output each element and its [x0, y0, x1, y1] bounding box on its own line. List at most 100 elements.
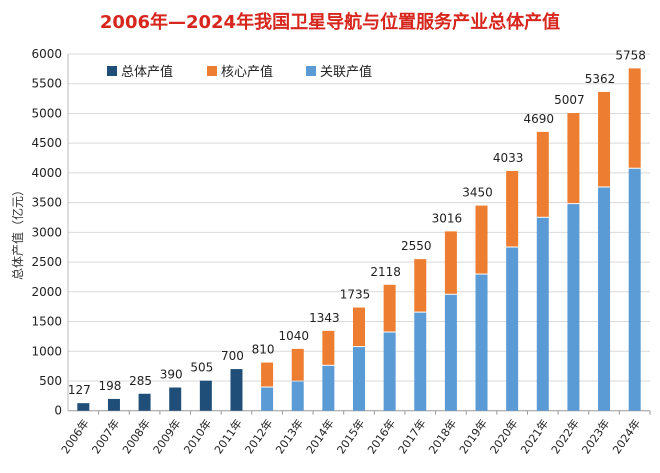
- x-tick-label: 2020年: [487, 416, 521, 456]
- legend-item: 总体产值: [107, 64, 173, 80]
- bar-related-2012年: [261, 387, 274, 411]
- legend-swatch: [107, 66, 117, 76]
- data-label: 5758: [615, 48, 646, 62]
- bar-core-2017年: [414, 259, 427, 312]
- x-tick-label: 2024年: [609, 416, 643, 456]
- x-tick-label: 2010年: [180, 416, 214, 456]
- x-tick-label: 2006年: [58, 416, 92, 456]
- data-label: 2118: [370, 265, 401, 279]
- legend-item: 核心产值: [207, 64, 273, 80]
- bar-total-2009年: [169, 387, 182, 411]
- bar-core-2020年: [506, 170, 519, 247]
- bar-core-2013年: [291, 348, 304, 381]
- x-tick-label: 2015年: [334, 416, 368, 456]
- data-label: 700: [221, 349, 244, 363]
- bar-related-2024年: [628, 168, 641, 411]
- data-label: 1735: [340, 288, 371, 302]
- x-tick-label: 2021年: [517, 416, 551, 456]
- x-tick-label: 2012年: [242, 416, 276, 456]
- x-tick-label: 2018年: [426, 416, 460, 456]
- data-label: 3016: [432, 211, 463, 225]
- x-tick-label: 2014年: [303, 416, 337, 456]
- x-tick-label: 2022年: [548, 416, 582, 456]
- chart-title: 2006年—2024年我国卫星导航与位置服务产业总体产值: [100, 11, 560, 33]
- bar-core-2012年: [261, 362, 274, 387]
- bar-core-2024年: [628, 68, 641, 168]
- bar-related-2014年: [322, 365, 335, 411]
- y-tick-label: 0: [54, 404, 62, 418]
- y-tick-label: 6000: [31, 47, 62, 61]
- y-tick-label: 4000: [31, 166, 62, 180]
- bar-core-2018年: [444, 231, 457, 294]
- bar-related-2019年: [475, 274, 488, 411]
- x-axis-ticks: 2006年2007年2008年2009年2010年2011年2012年2013年…: [58, 410, 651, 456]
- bar-core-2023年: [598, 91, 611, 187]
- data-label: 5007: [554, 93, 585, 107]
- bar-related-2018年: [444, 294, 457, 411]
- bar-core-2022年: [567, 113, 580, 204]
- data-label: 127: [68, 383, 91, 397]
- data-label: 4690: [524, 112, 555, 126]
- data-label: 3450: [462, 186, 493, 200]
- y-tick-label: 1000: [31, 344, 62, 358]
- data-label: 1343: [309, 311, 340, 325]
- y-tick-label: 1500: [31, 315, 62, 329]
- x-tick-label: 2017年: [395, 416, 429, 456]
- data-label: 1040: [278, 329, 309, 343]
- bar-related-2013年: [291, 381, 304, 411]
- bar-total-2008年: [138, 393, 151, 411]
- data-label: 2550: [401, 239, 432, 253]
- grid: [67, 53, 650, 412]
- bar-related-2016年: [383, 332, 396, 411]
- bar-core-2015年: [353, 307, 365, 347]
- bar-related-2020年: [506, 247, 519, 411]
- data-label: 5362: [585, 72, 616, 86]
- bar-related-2015年: [353, 347, 365, 411]
- bar-total-2011年: [230, 369, 243, 411]
- data-label: 390: [160, 368, 183, 382]
- x-tick-label: 2013年: [272, 416, 306, 456]
- legend-swatch: [306, 66, 316, 76]
- bar-core-2021年: [536, 131, 549, 217]
- legend-label: 核心产值: [221, 64, 273, 80]
- data-label: 285: [129, 374, 152, 388]
- y-tick-label: 3500: [31, 196, 62, 210]
- y-tick-label: 2500: [31, 255, 62, 269]
- legend: 总体产值 核心产值 关联产值: [107, 64, 372, 80]
- x-tick-label: 2007年: [89, 416, 123, 456]
- x-tick-label: 2008年: [119, 416, 153, 456]
- data-label: 505: [190, 361, 213, 375]
- legend-item: 关联产值: [306, 64, 372, 80]
- y-tick-label: 3000: [31, 225, 62, 239]
- bar-core-2019年: [475, 205, 488, 274]
- bar-total-2007年: [107, 398, 120, 411]
- y-axis-label: 总体产值（亿元）: [10, 184, 25, 280]
- bar-core-2014年: [322, 330, 335, 365]
- legend-label: 关联产值: [320, 64, 372, 80]
- bar-related-2017年: [414, 312, 427, 411]
- x-tick-label: 2016年: [364, 416, 398, 456]
- data-label: 198: [98, 379, 121, 393]
- legend-swatch: [207, 66, 217, 76]
- y-tick-label: 2000: [31, 285, 62, 299]
- bar-total-2010年: [199, 380, 212, 411]
- bar-core-2016年: [383, 284, 396, 332]
- bar-related-2023年: [598, 187, 611, 411]
- x-tick-label: 2023年: [579, 416, 613, 456]
- bar-related-2022年: [567, 204, 580, 411]
- bars: [77, 68, 641, 411]
- y-tick-label: 4500: [31, 136, 62, 150]
- x-tick-label: 2019年: [456, 416, 490, 456]
- bar-related-2021年: [536, 217, 549, 411]
- y-tick-label: 500: [39, 374, 62, 388]
- bar-total-2006年: [77, 403, 90, 411]
- y-axis-ticks: 0 500 1000 1500 2000 2500 3000 3500 4000 4500 5000…: [31, 47, 62, 418]
- data-label: 810: [252, 343, 275, 357]
- x-tick-label: 2011年: [211, 416, 245, 456]
- legend-label: 总体产值: [121, 64, 173, 80]
- data-label: 4033: [493, 151, 524, 165]
- y-tick-label: 5000: [31, 106, 62, 120]
- x-tick-label: 2009年: [150, 416, 184, 456]
